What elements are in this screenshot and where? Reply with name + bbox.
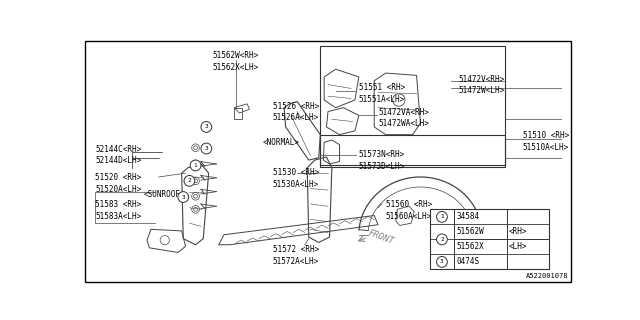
- Circle shape: [190, 160, 201, 171]
- Text: <RH>: <RH>: [509, 228, 527, 236]
- Text: 51472V<RH>
51472W<LH>: 51472V<RH> 51472W<LH>: [459, 75, 505, 95]
- Text: <NORMAL>: <NORMAL>: [262, 138, 300, 147]
- Text: 51560 <RH>
51560A<LH>: 51560 <RH> 51560A<LH>: [386, 200, 432, 221]
- Text: 51583 <RH>
51583A<LH>: 51583 <RH> 51583A<LH>: [95, 200, 141, 221]
- Text: 3: 3: [204, 124, 208, 130]
- Text: 51520 <RH>
51520A<LH>: 51520 <RH> 51520A<LH>: [95, 173, 141, 194]
- Text: 51562W<RH>
51562X<LH>: 51562W<RH> 51562X<LH>: [212, 52, 259, 72]
- Text: 2: 2: [188, 178, 191, 183]
- Bar: [320, 46, 505, 165]
- Circle shape: [436, 234, 447, 245]
- Circle shape: [436, 257, 447, 267]
- Text: 51510 <RH>
51510A<LH>: 51510 <RH> 51510A<LH>: [523, 131, 569, 152]
- Text: 51562X: 51562X: [456, 242, 484, 252]
- Text: 3: 3: [204, 146, 208, 151]
- Text: 1: 1: [440, 214, 444, 219]
- Text: 51572 <RH>
51572A<LH>: 51572 <RH> 51572A<LH>: [273, 245, 319, 266]
- Text: 51530 <RH>
51530A<LH>: 51530 <RH> 51530A<LH>: [273, 168, 319, 188]
- Bar: [320, 135, 505, 167]
- Text: FRONT: FRONT: [367, 228, 395, 246]
- Text: 3: 3: [440, 260, 444, 264]
- Text: 34584: 34584: [456, 212, 480, 221]
- Text: 3: 3: [181, 195, 185, 200]
- Circle shape: [436, 212, 447, 222]
- Text: 51472VA<RH>
51472WA<LH>: 51472VA<RH> 51472WA<LH>: [378, 108, 429, 129]
- Circle shape: [184, 175, 195, 186]
- Text: 51526 <RH>
51526A<LH>: 51526 <RH> 51526A<LH>: [273, 101, 319, 122]
- Text: 2: 2: [440, 237, 444, 242]
- Text: <SUNROOF>: <SUNROOF>: [143, 190, 185, 199]
- Text: 52144C<RH>
52144D<LH>: 52144C<RH> 52144D<LH>: [95, 145, 141, 165]
- Text: A522001078: A522001078: [525, 273, 568, 279]
- Circle shape: [201, 122, 212, 132]
- Text: 51573N<RH>
51573D<LH>: 51573N<RH> 51573D<LH>: [359, 150, 405, 171]
- Text: 51551 <RH>
51551A<LH>: 51551 <RH> 51551A<LH>: [359, 83, 405, 104]
- Text: 51562W: 51562W: [456, 228, 484, 236]
- Text: 1: 1: [194, 163, 197, 168]
- Circle shape: [201, 143, 212, 154]
- Bar: [429, 209, 549, 269]
- Text: <LH>: <LH>: [509, 242, 527, 252]
- Circle shape: [178, 192, 189, 203]
- Text: 0474S: 0474S: [456, 257, 480, 266]
